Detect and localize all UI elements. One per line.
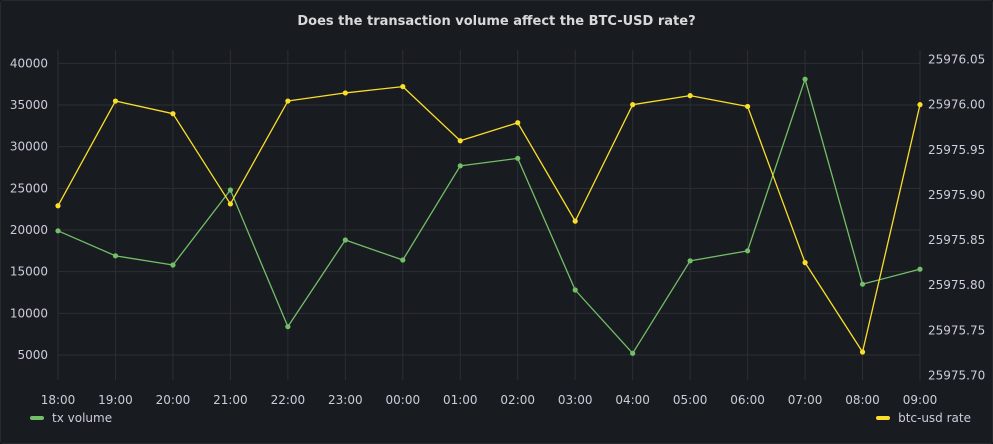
data-point-tx-volume [859, 281, 866, 287]
x-tick-label: 21:00 [213, 393, 248, 407]
data-point-btc-usd-rate [170, 111, 176, 117]
x-tick-label: 07:00 [788, 393, 823, 407]
legend-item-btc-usd-rate[interactable]: btc-usd rate [876, 411, 971, 425]
x-tick-label: 02:00 [500, 393, 535, 407]
x-tick-label: 01:00 [443, 393, 478, 407]
data-point-tx-volume [285, 324, 291, 330]
y-left-tick-label: 20000 [10, 223, 48, 237]
data-point-tx-volume [687, 258, 693, 264]
legend-item-tx-volume[interactable]: tx volume [30, 411, 112, 425]
y-right-tick-label: 25975.75 [928, 323, 985, 337]
data-point-tx-volume [342, 237, 348, 243]
data-point-btc-usd-rate [112, 98, 119, 104]
y-right-tick-label: 25975.80 [928, 278, 985, 292]
data-point-btc-usd-rate [227, 201, 233, 207]
data-point-tx-volume [227, 187, 233, 193]
data-point-tx-volume [745, 248, 751, 254]
y-left-tick-label: 40000 [10, 56, 48, 70]
x-tick-label: 18:00 [41, 393, 76, 407]
data-point-btc-usd-rate [55, 203, 61, 209]
series-line-tx-volume [57, 78, 921, 354]
x-tick-label: 00:00 [386, 393, 421, 407]
data-point-tx-volume [112, 253, 119, 259]
x-tick-label: 03:00 [558, 393, 593, 407]
data-point-btc-usd-rate [802, 260, 808, 266]
data-point-btc-usd-rate [687, 93, 693, 99]
data-point-btc-usd-rate [572, 218, 578, 224]
y-left-tick-label: 35000 [10, 98, 48, 112]
legend-label-tx-volume: tx volume [52, 411, 113, 425]
data-point-tx-volume [55, 228, 61, 234]
y-left-tick-label: 30000 [10, 140, 48, 154]
y-left-tick-label: 5000 [17, 348, 48, 362]
x-tick-label: 22:00 [271, 393, 306, 407]
data-point-btc-usd-rate [515, 120, 521, 126]
y-right-tick-label: 25975.90 [928, 188, 985, 202]
data-point-tx-volume [917, 266, 923, 272]
y-left-tick-label: 15000 [10, 265, 48, 279]
legend-swatch-tx-volume [30, 416, 44, 420]
y-left-tick-label: 25000 [10, 181, 48, 195]
x-tick-label: 05:00 [673, 393, 708, 407]
x-tick-label: 09:00 [903, 393, 938, 407]
data-point-tx-volume [802, 76, 808, 82]
data-point-btc-usd-rate [630, 102, 636, 108]
x-tick-label: 23:00 [328, 393, 363, 407]
x-tick-label: 08:00 [845, 393, 880, 407]
y-right-tick-label: 25975.85 [928, 233, 985, 247]
data-point-btc-usd-rate [745, 103, 751, 110]
x-tick-label: 06:00 [730, 393, 765, 407]
y-right-tick-label: 25975.95 [928, 143, 985, 157]
data-point-btc-usd-rate [342, 90, 348, 96]
y-right-tick-label: 25976.00 [928, 98, 985, 112]
data-point-tx-volume [572, 287, 578, 293]
y-left-tick-label: 10000 [10, 306, 48, 320]
data-point-btc-usd-rate [917, 102, 923, 108]
x-tick-label: 04:00 [615, 393, 650, 407]
legend-swatch-btc-usd-rate [876, 416, 891, 420]
x-tick-label: 20:00 [156, 393, 191, 407]
data-point-btc-usd-rate [457, 138, 463, 144]
data-point-btc-usd-rate [285, 98, 291, 104]
data-point-btc-usd-rate [859, 349, 866, 355]
data-point-tx-volume [400, 257, 406, 263]
x-tick-label: 19:00 [98, 393, 133, 407]
data-point-tx-volume [170, 262, 176, 268]
data-point-tx-volume [457, 163, 463, 169]
y-right-tick-label: 25975.70 [928, 368, 985, 382]
data-point-tx-volume [515, 155, 521, 161]
chart-title: Does the transaction volume affect the B… [297, 14, 696, 29]
series-line-btc-usd-rate [57, 85, 921, 353]
data-point-btc-usd-rate [400, 83, 406, 90]
y-right-tick-label: 25976.05 [928, 53, 985, 67]
data-point-tx-volume [630, 350, 636, 356]
legend-label-btc-usd-rate: btc-usd rate [898, 411, 971, 425]
